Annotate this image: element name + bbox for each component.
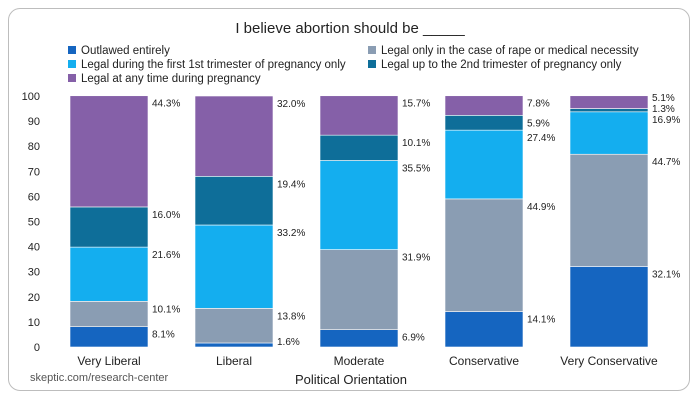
- bar-segment: [194, 224, 274, 309]
- data-label: 44.7%: [652, 157, 680, 168]
- data-label: 6.9%: [402, 333, 425, 344]
- legend-label: Legal up to the 2nd trimester of pregnan…: [381, 59, 622, 71]
- data-label: 33.2%: [277, 228, 305, 239]
- bar-segment: [69, 95, 149, 208]
- y-tick-label: 20: [28, 292, 40, 304]
- source-credit: skeptic.com/research-center: [30, 372, 168, 384]
- x-tick-label: Very Liberal: [77, 354, 140, 368]
- bar-segment: [569, 266, 649, 348]
- data-label: 19.4%: [277, 179, 305, 190]
- y-tick-label: 60: [28, 191, 40, 203]
- data-label: 13.8%: [277, 311, 305, 322]
- bar-segment: [194, 308, 274, 344]
- bar-segment: [319, 95, 399, 136]
- data-label: 10.1%: [152, 304, 180, 315]
- x-tick-label: Liberal: [216, 354, 252, 368]
- legend-swatch: [368, 46, 376, 54]
- data-label: 31.9%: [402, 253, 430, 264]
- y-tick-label: 50: [28, 217, 40, 229]
- y-axis: 0 10 20 30 40 50 60 70 80 90 100: [22, 91, 40, 354]
- legend-label: Legal at any time during pregnancy: [81, 73, 261, 85]
- data-label: 10.1%: [402, 138, 430, 149]
- x-tick-label: Conservative: [449, 354, 519, 368]
- y-tick-label: 100: [22, 91, 40, 103]
- legend-label: Outlawed entirely: [81, 45, 170, 57]
- y-tick-label: 0: [34, 342, 40, 354]
- x-axis: Very Liberal Liberal Moderate Conservative V…: [77, 354, 658, 368]
- legend-swatch: [68, 46, 76, 54]
- legend-swatch: [68, 74, 76, 82]
- y-tick-label: 40: [28, 242, 40, 254]
- data-label: 5.1%: [652, 93, 675, 104]
- bar-segment: [319, 249, 399, 330]
- data-label: 15.7%: [402, 99, 430, 110]
- y-tick-label: 10: [28, 317, 40, 329]
- data-label: 27.4%: [527, 133, 555, 144]
- bar-segment: [69, 301, 149, 327]
- data-label: 14.1%: [527, 315, 555, 326]
- bar-segment: [444, 129, 524, 200]
- legend: Outlawed entirely Legal only in the case …: [68, 45, 639, 85]
- data-label: 1.3%: [652, 104, 675, 115]
- legend-label: Legal only in the case of rape or medica…: [381, 45, 639, 57]
- data-label: 32.0%: [277, 99, 305, 110]
- bar-segment: [569, 108, 649, 113]
- data-label: 7.8%: [527, 99, 550, 110]
- bars: 8.1% 10.1% 21.6% 16.0% 44.3% 1.6% 13.8% 33.2% 19…: [69, 93, 680, 348]
- bar-segment: [319, 160, 399, 250]
- y-tick-label: 80: [28, 141, 40, 153]
- bar-segment: [319, 134, 399, 161]
- bar-segment: [194, 176, 274, 226]
- data-label: 32.1%: [652, 269, 680, 280]
- x-tick-label: Moderate: [334, 354, 385, 368]
- chart-title: I believe abortion should be _____: [235, 20, 465, 37]
- y-tick-label: 30: [28, 267, 40, 279]
- data-label: 44.9%: [527, 202, 555, 213]
- data-label: 44.3%: [152, 99, 180, 110]
- data-label: 16.9%: [652, 115, 680, 126]
- bar-segment: [194, 95, 274, 177]
- data-label: 16.0%: [152, 210, 180, 221]
- bar-segment: [444, 311, 524, 348]
- bar-segment: [69, 246, 149, 302]
- bar-segment: [444, 198, 524, 312]
- bar-segment: [69, 206, 149, 248]
- bar-segment: [194, 342, 274, 348]
- x-axis-title: Political Orientation: [295, 372, 407, 387]
- y-tick-label: 90: [28, 116, 40, 128]
- bar-segment: [569, 111, 649, 155]
- legend-swatch: [368, 60, 376, 68]
- x-tick-label: Very Conservative: [560, 354, 658, 368]
- data-label: 21.6%: [152, 250, 180, 261]
- data-label: 8.1%: [152, 330, 175, 341]
- legend-label: Legal during the first 1st trimester of …: [81, 59, 346, 71]
- bar-segment: [319, 329, 399, 348]
- bar-segment: [69, 326, 149, 348]
- chart-frame: [8, 8, 690, 391]
- bar-segment: [444, 115, 524, 131]
- bar-segment: [569, 153, 649, 267]
- data-label: 1.6%: [277, 337, 300, 348]
- bar-segment: [444, 95, 524, 116]
- data-label: 35.5%: [402, 164, 430, 175]
- bar-segment: [569, 95, 649, 109]
- data-label: 5.9%: [527, 118, 550, 129]
- legend-swatch: [68, 60, 76, 68]
- y-tick-label: 70: [28, 166, 40, 178]
